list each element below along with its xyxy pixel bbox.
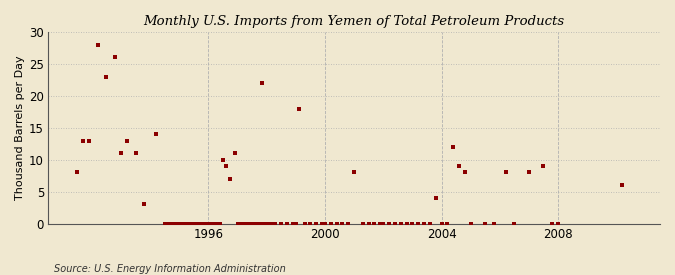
Point xyxy=(209,221,219,226)
Point xyxy=(197,221,208,226)
Point xyxy=(319,221,330,226)
Point xyxy=(378,221,389,226)
Point xyxy=(215,221,225,226)
Point xyxy=(418,221,429,226)
Point xyxy=(396,221,406,226)
Point xyxy=(267,221,278,226)
Point xyxy=(413,221,424,226)
Point xyxy=(159,221,170,226)
Point xyxy=(331,221,342,226)
Point xyxy=(232,221,243,226)
Point xyxy=(430,196,441,200)
Point xyxy=(250,221,261,226)
Point xyxy=(349,170,360,175)
Point xyxy=(200,221,211,226)
Point xyxy=(171,221,182,226)
Point xyxy=(480,221,491,226)
Point xyxy=(294,106,304,111)
Point xyxy=(122,138,132,143)
Point xyxy=(84,138,95,143)
Point xyxy=(389,221,400,226)
Point xyxy=(276,221,287,226)
Point xyxy=(194,221,205,226)
Point xyxy=(130,151,141,156)
Point xyxy=(238,221,249,226)
Point xyxy=(299,221,310,226)
Point xyxy=(221,164,232,168)
Point xyxy=(465,221,476,226)
Point xyxy=(92,43,103,47)
Point xyxy=(407,221,418,226)
Point xyxy=(247,221,258,226)
Point xyxy=(192,221,202,226)
Point xyxy=(317,221,327,226)
Point xyxy=(264,221,275,226)
Point xyxy=(101,75,112,79)
Point xyxy=(305,221,316,226)
Point xyxy=(500,170,511,175)
Point xyxy=(270,221,281,226)
Point xyxy=(553,221,564,226)
Point xyxy=(358,221,369,226)
Point xyxy=(241,221,252,226)
Point xyxy=(343,221,354,226)
Point xyxy=(337,221,348,226)
Point xyxy=(212,221,223,226)
Point xyxy=(203,221,214,226)
Point xyxy=(288,221,298,226)
Point xyxy=(547,221,558,226)
Point xyxy=(115,151,126,156)
Point xyxy=(183,221,194,226)
Point xyxy=(174,221,185,226)
Point xyxy=(168,221,179,226)
Point xyxy=(225,177,236,181)
Point xyxy=(151,132,161,136)
Point xyxy=(617,183,628,188)
Point xyxy=(180,221,190,226)
Point xyxy=(261,221,272,226)
Point xyxy=(235,221,246,226)
Point xyxy=(165,221,176,226)
Point xyxy=(72,170,83,175)
Point xyxy=(442,221,453,226)
Point xyxy=(489,221,500,226)
Point xyxy=(255,221,266,226)
Title: Monthly U.S. Imports from Yemen of Total Petroleum Products: Monthly U.S. Imports from Yemen of Total… xyxy=(144,15,565,28)
Point xyxy=(230,151,240,156)
Point xyxy=(290,221,301,226)
Point xyxy=(460,170,470,175)
Point xyxy=(425,221,435,226)
Point xyxy=(206,221,217,226)
Point xyxy=(401,221,412,226)
Point xyxy=(369,221,380,226)
Point xyxy=(188,221,199,226)
Point xyxy=(454,164,464,168)
Point xyxy=(325,221,336,226)
Point xyxy=(310,221,321,226)
Point xyxy=(383,221,394,226)
Point xyxy=(252,221,263,226)
Point xyxy=(538,164,549,168)
Point xyxy=(78,138,88,143)
Point xyxy=(162,221,173,226)
Point xyxy=(524,170,535,175)
Y-axis label: Thousand Barrels per Day: Thousand Barrels per Day xyxy=(15,56,25,200)
Point xyxy=(509,221,520,226)
Point xyxy=(110,55,121,60)
Point xyxy=(448,145,458,149)
Point xyxy=(281,221,292,226)
Point xyxy=(244,221,254,226)
Point xyxy=(436,221,447,226)
Point xyxy=(363,221,374,226)
Point xyxy=(139,202,150,207)
Point xyxy=(177,221,188,226)
Point xyxy=(375,221,385,226)
Point xyxy=(257,81,268,85)
Point xyxy=(259,221,269,226)
Point xyxy=(217,158,228,162)
Point xyxy=(186,221,196,226)
Text: Source: U.S. Energy Information Administration: Source: U.S. Energy Information Administ… xyxy=(54,264,286,274)
